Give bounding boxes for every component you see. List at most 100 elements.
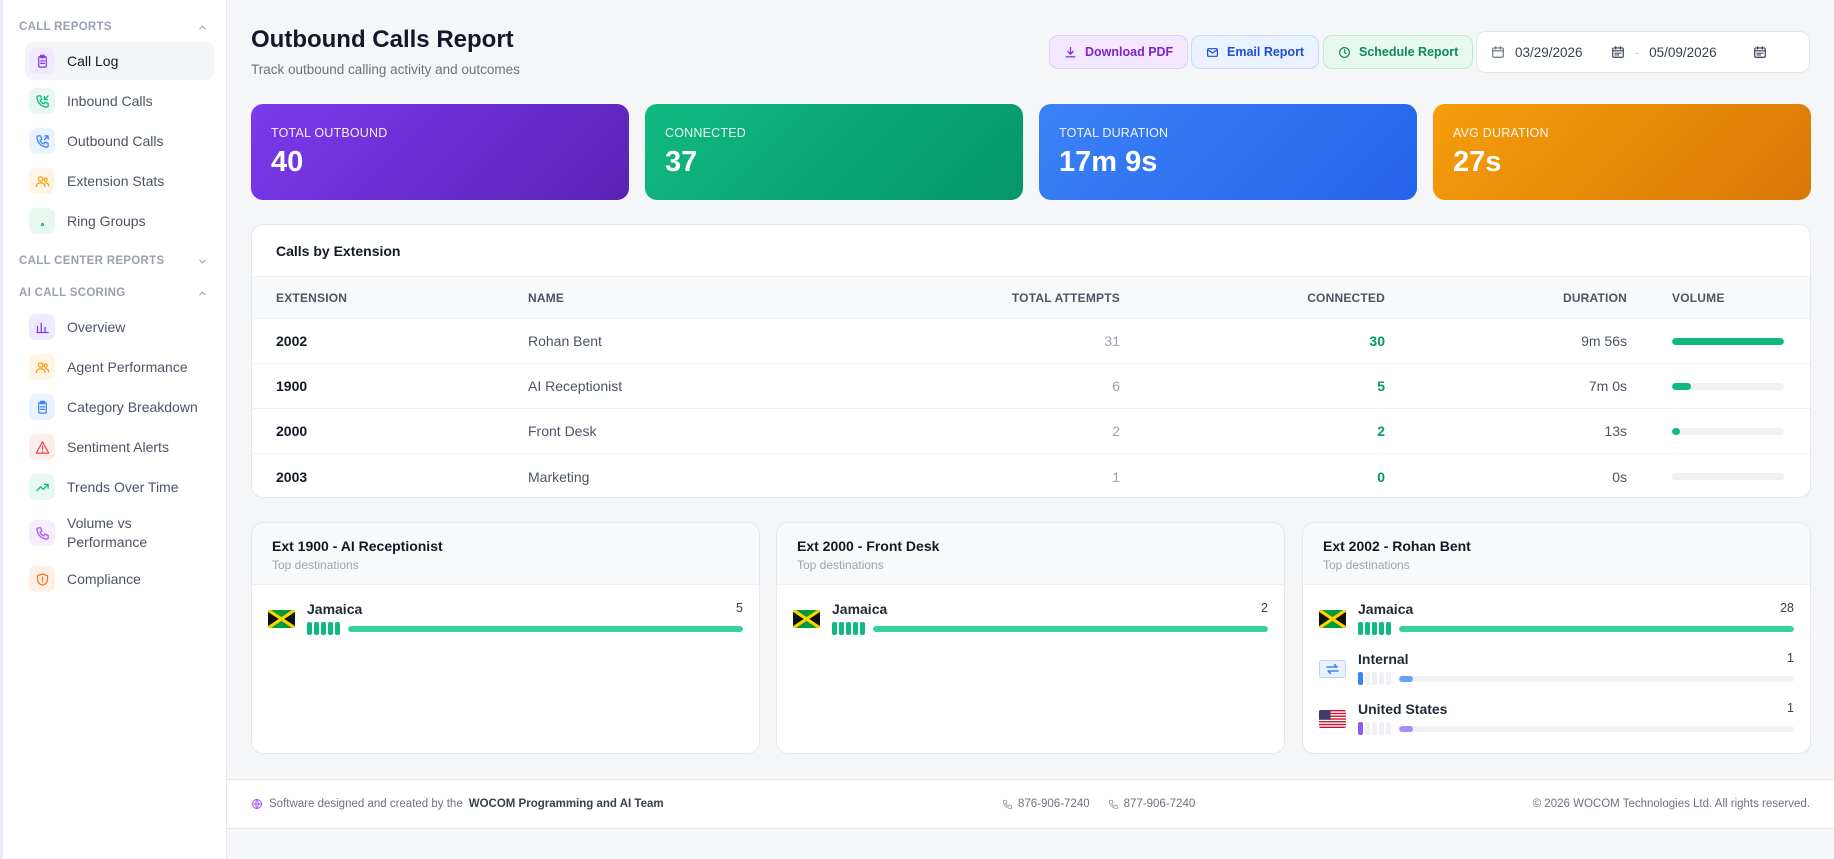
strength-segment (1372, 722, 1377, 735)
footer-copyright: © 2026 WOCOM Technologies Ltd. All right… (1532, 798, 1810, 810)
destination-row[interactable]: Internal 1 (1319, 651, 1794, 701)
strength-indicator (307, 622, 340, 635)
sidebar-item-sentiment-alerts[interactable]: Sentiment Alerts (25, 428, 214, 466)
sidebar-item-agent-performance[interactable]: Agent Performance (25, 348, 214, 386)
sidebar-section-title: AI CALL SCORING (19, 287, 126, 299)
download-pdf-button[interactable]: Download PDF (1049, 35, 1189, 69)
column-header-extension[interactable]: EXTENSION (276, 290, 348, 305)
destination-card-subtitle: Top destinations (272, 558, 359, 572)
volume-bar-fill (1672, 382, 1692, 390)
date-range-picker: 03/29/2026 - 05/09/2026 (1476, 31, 1810, 73)
sidebar-item-overview[interactable]: Overview (25, 308, 214, 346)
destination-row[interactable]: Jamaica 28 (1319, 601, 1794, 651)
sidebar-section-header[interactable]: CALL REPORTS (3, 14, 226, 40)
email-report-button[interactable]: Email Report (1191, 35, 1320, 69)
cell-extension: 2003 (276, 468, 308, 485)
strength-indicator (1358, 672, 1391, 685)
destination-row[interactable]: Jamaica 5 (268, 601, 743, 651)
strength-segment (1379, 672, 1384, 685)
sidebar-section-title: CALL CENTER REPORTS (19, 255, 165, 267)
volume-bar-fill (1672, 337, 1784, 345)
strength-segment (1358, 722, 1363, 735)
destination-card: Ext 1900 - AI Receptionist Top destinatio… (251, 522, 760, 754)
footer-brand[interactable]: WOCOM Programming and AI Team (468, 798, 664, 810)
sidebar-item-ring-groups[interactable]: Ring Groups (25, 202, 214, 240)
calendar-icon (1492, 46, 1504, 58)
column-header-connected[interactable]: CONNECTED (1307, 290, 1385, 305)
sidebar-section-header[interactable]: AI CALL SCORING (3, 280, 226, 306)
table-row[interactable]: 2002 Rohan Bent 31 30 9m 56s (252, 319, 1810, 364)
cell-attempts: 1 (1112, 468, 1120, 485)
calendar-picker-icon[interactable] (1611, 45, 1625, 59)
sidebar-item-inbound-calls[interactable]: Inbound Calls (25, 82, 214, 120)
destination-name: Jamaica (832, 601, 888, 617)
column-header-attempts[interactable]: TOTAL ATTEMPTS (1011, 290, 1120, 305)
date-from-input[interactable]: 03/29/2026 (1515, 44, 1583, 60)
column-header-name[interactable]: NAME (528, 290, 565, 305)
sidebar-item-extension-stats[interactable]: Extension Stats (25, 162, 214, 200)
calendar-picker-icon[interactable] (1753, 45, 1767, 59)
email-report-label: Email Report (1227, 45, 1305, 59)
cell-extension: 2002 (276, 333, 308, 349)
strength-segment (832, 622, 837, 635)
sidebar-item-call-log[interactable]: Call Log (25, 42, 214, 80)
volume-bar (1672, 473, 1784, 480)
strength-segment (1386, 622, 1391, 635)
cell-attempts: 6 (1112, 378, 1120, 394)
volume-bar-fill (1672, 427, 1680, 435)
destination-row[interactable]: United States 1 (1319, 701, 1794, 751)
strength-segment (1379, 622, 1384, 635)
strength-segment (1358, 622, 1363, 635)
strength-segment (1386, 722, 1391, 735)
chevron-up-icon (199, 291, 206, 295)
sidebar-item-icon (29, 354, 55, 380)
clipboard-icon (37, 54, 47, 68)
destination-flag (1319, 660, 1346, 678)
destination-card-title: Ext 2002 - Rohan Bent (1323, 538, 1471, 554)
sidebar-item-category-breakdown[interactable]: Category Breakdown (25, 388, 214, 426)
sidebar-item-icon (29, 128, 55, 154)
destination-bar (1399, 626, 1794, 632)
destination-flag (268, 610, 295, 628)
table-row[interactable]: 1900 AI Receptionist 6 5 7m 0s (252, 364, 1810, 409)
sidebar-item-label: Overview (67, 319, 126, 335)
date-to-input[interactable]: 05/09/2026 (1649, 44, 1717, 60)
footer-phones: 876-906-7240 877-906-7240 (1002, 798, 1195, 810)
strength-segment (1358, 672, 1363, 685)
strength-segment (328, 622, 333, 635)
kpi-connected: CONNECTED 37 (645, 104, 1023, 200)
destination-row[interactable]: Jamaica 2 (793, 601, 1268, 651)
footer: Software designed and created by the WOC… (227, 779, 1834, 829)
table-row[interactable]: 2003 Marketing 1 0 0s (252, 454, 1810, 497)
phone-outgoing-icon (35, 134, 49, 148)
cell-name: Marketing (528, 468, 590, 485)
sidebar-item-compliance[interactable]: Compliance (25, 560, 214, 598)
footer-phone-1[interactable]: 876-906-7240 (1002, 798, 1090, 810)
sidebar-item-trends-over-time[interactable]: Trends Over Time (25, 468, 214, 506)
kpi-value: 17m 9s (1059, 146, 1158, 178)
destination-flag (1319, 610, 1346, 628)
strength-indicator (1358, 722, 1391, 735)
sidebar-item-label: Compliance (67, 571, 141, 587)
cell-name: Rohan Bent (528, 333, 602, 349)
sidebar-item-volume-vs-performance[interactable]: Volume vs Performance (25, 508, 214, 558)
main-content: Outbound Calls Report Track outbound cal… (227, 0, 1834, 859)
chevron-down-icon (199, 259, 206, 263)
schedule-report-button[interactable]: Schedule Report (1323, 35, 1474, 69)
column-header-duration[interactable]: DURATION (1562, 290, 1627, 305)
footer-phone-2[interactable]: 877-906-7240 (1108, 798, 1195, 810)
column-header-volume[interactable]: VOLUME (1672, 290, 1725, 305)
destination-card-header: Ext 2002 - Rohan Bent Top destinations (1303, 523, 1810, 585)
kpi-value: 27s (1453, 146, 1502, 178)
cell-connected: 0 (1377, 468, 1385, 485)
cell-duration: 13s (1604, 423, 1627, 439)
sidebar-item-outbound-calls[interactable]: Outbound Calls (25, 122, 214, 160)
date-separator: - (1634, 44, 1640, 60)
sidebar-item-icon (29, 566, 55, 592)
table-row[interactable]: 2000 Front Desk 2 2 13s (252, 409, 1810, 454)
strength-segment (307, 622, 312, 635)
strength-segment (860, 622, 865, 635)
sidebar-section-header[interactable]: CALL CENTER REPORTS (3, 248, 226, 274)
destination-card-header: Ext 1900 - AI Receptionist Top destinatio… (252, 523, 759, 585)
destination-flag (1319, 710, 1346, 728)
